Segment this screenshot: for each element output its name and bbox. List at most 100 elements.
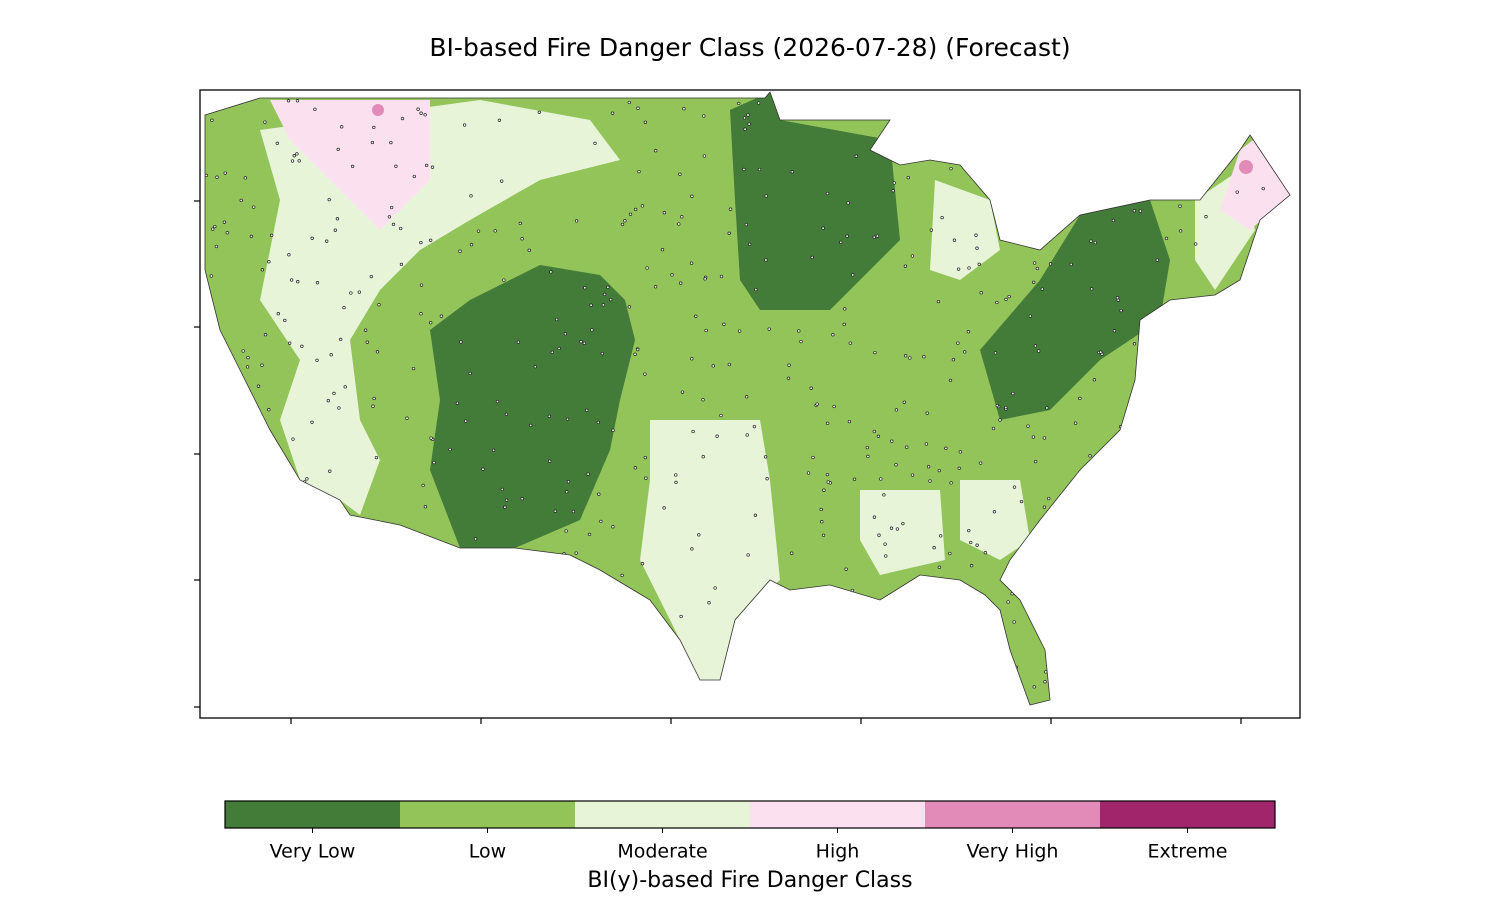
- station: [876, 434, 881, 438]
- station: [423, 113, 427, 117]
- station: [399, 226, 403, 231]
- colorbar-segment: [575, 801, 751, 828]
- station: [295, 152, 299, 156]
- station: [565, 417, 570, 421]
- station: [370, 140, 375, 145]
- station: [455, 401, 460, 405]
- station: [245, 365, 250, 369]
- station: [349, 291, 353, 295]
- region: [730, 92, 900, 310]
- station: [902, 400, 906, 404]
- station: [1035, 266, 1040, 271]
- station: [922, 355, 926, 359]
- station: [633, 207, 638, 212]
- station: [745, 433, 749, 437]
- station: [462, 123, 467, 127]
- station: [571, 509, 576, 514]
- station: [432, 460, 436, 465]
- station: [518, 221, 522, 226]
- station: [310, 420, 314, 424]
- station: [315, 281, 320, 285]
- colorbar-tick-label: Low: [469, 841, 506, 863]
- station: [1043, 680, 1047, 684]
- station: [910, 254, 915, 258]
- station: [752, 424, 757, 429]
- station: [1138, 209, 1143, 213]
- station: [847, 419, 852, 424]
- region: [270, 100, 430, 230]
- station: [969, 564, 974, 568]
- station: [593, 141, 597, 145]
- station: [377, 303, 381, 307]
- station: [719, 413, 723, 418]
- station: [283, 318, 287, 323]
- station: [975, 246, 979, 250]
- station: [643, 120, 648, 124]
- station: [831, 333, 835, 337]
- station: [992, 510, 997, 514]
- station: [969, 540, 973, 545]
- station: [883, 542, 887, 546]
- station: [400, 116, 405, 121]
- station: [905, 445, 909, 449]
- station: [1099, 350, 1103, 354]
- station: [1132, 342, 1137, 346]
- station: [797, 329, 801, 333]
- station: [429, 436, 433, 440]
- station: [689, 261, 694, 265]
- station: [694, 314, 698, 318]
- station: [537, 110, 541, 114]
- station: [533, 365, 537, 369]
- station: [1004, 405, 1008, 410]
- station: [602, 292, 607, 297]
- station: [497, 118, 502, 122]
- station: [1006, 600, 1010, 604]
- station: [875, 234, 880, 238]
- station: [548, 459, 552, 463]
- station: [940, 215, 944, 220]
- station: [210, 118, 214, 122]
- region: [1239, 160, 1253, 174]
- station: [1012, 485, 1017, 489]
- station: [326, 399, 330, 403]
- station: [481, 467, 485, 471]
- station: [1040, 287, 1044, 291]
- station: [574, 219, 579, 223]
- station: [493, 229, 497, 233]
- station: [1032, 261, 1037, 265]
- region: [430, 265, 635, 548]
- station: [872, 515, 877, 519]
- station: [998, 418, 1002, 422]
- station: [1042, 505, 1047, 509]
- region: [1220, 135, 1290, 230]
- station: [310, 236, 314, 240]
- colorbar-tick-label: High: [816, 841, 860, 863]
- station: [275, 141, 279, 145]
- station: [1093, 240, 1097, 245]
- station: [674, 473, 678, 477]
- station: [1178, 229, 1183, 233]
- station: [679, 281, 683, 285]
- map-ticks: [194, 200, 1242, 724]
- station: [636, 347, 640, 352]
- station: [966, 330, 971, 334]
- station: [1261, 186, 1265, 191]
- region: [372, 104, 384, 116]
- station: [1235, 190, 1239, 194]
- station: [747, 122, 751, 126]
- station: [670, 273, 674, 277]
- station: [332, 391, 336, 396]
- station: [949, 481, 953, 485]
- station: [951, 358, 956, 362]
- station: [1045, 406, 1049, 410]
- region: [960, 480, 1030, 560]
- station: [597, 492, 601, 496]
- title: BI-based Fire Danger Class (2026-07-28) …: [429, 33, 1070, 62]
- station: [1028, 314, 1032, 318]
- station: [952, 238, 957, 242]
- station: [1119, 308, 1123, 313]
- station: [611, 428, 615, 432]
- station: [1012, 620, 1016, 624]
- station: [640, 562, 645, 566]
- station: [819, 507, 823, 512]
